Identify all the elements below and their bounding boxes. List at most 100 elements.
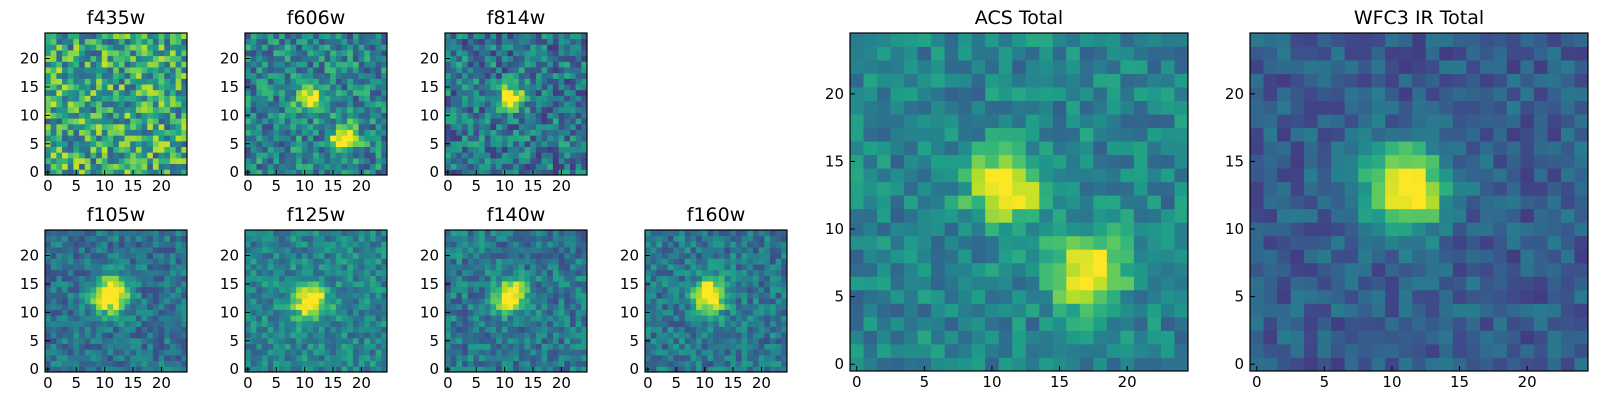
heatmap-cells (445, 33, 588, 176)
heatmap-cell (679, 298, 686, 305)
heatmap-cell (84, 55, 91, 62)
heatmap-cell (741, 332, 748, 339)
heatmap-cell (1039, 343, 1054, 358)
heatmap-cell (890, 303, 905, 318)
heatmap-cell (284, 67, 291, 74)
heatmap-cell (101, 89, 108, 96)
heatmap-cell (473, 269, 480, 276)
heatmap-cell (358, 286, 365, 293)
heatmap-cell (250, 44, 257, 51)
heatmap-cell (62, 84, 69, 91)
heatmap-cell (917, 168, 932, 183)
heatmap-cell (45, 275, 52, 282)
heatmap-cell (667, 309, 674, 316)
heatmap-cell (552, 163, 559, 170)
heatmap-cell (450, 89, 457, 96)
heatmap-cell (501, 152, 508, 159)
heatmap-cell (552, 252, 559, 259)
heatmap-cell (262, 33, 269, 40)
heatmap-cell (335, 303, 342, 310)
heatmap-cell (107, 72, 114, 79)
heatmap-cell (84, 326, 91, 333)
heatmap-cell (564, 152, 571, 159)
heatmap-cell (758, 275, 765, 282)
heatmap-cell (1012, 343, 1027, 358)
heatmap-cell (152, 44, 159, 51)
heatmap-cell (262, 135, 269, 142)
heatmap-cell (335, 252, 342, 259)
heatmap-cell (998, 222, 1013, 237)
heatmap-cell (541, 129, 548, 136)
heatmap-cell (547, 146, 554, 153)
heatmap-cell (313, 78, 320, 85)
heatmap-cell (84, 247, 91, 254)
heatmap-cell (467, 269, 474, 276)
heatmap-cell (718, 286, 725, 293)
heatmap-cell (130, 135, 137, 142)
heatmap-cell (164, 140, 171, 147)
heatmap-cell (581, 112, 588, 119)
heatmap-cell (101, 343, 108, 350)
heatmap-cell (67, 123, 74, 130)
heatmap-cell (931, 208, 946, 223)
heatmap-cell (256, 269, 263, 276)
heatmap-cell (262, 89, 269, 96)
heatmap-cell (490, 320, 497, 327)
heatmap-cell (375, 298, 382, 305)
heatmap-cell (547, 252, 554, 259)
heatmap-cell (158, 309, 165, 316)
heatmap-cell (50, 303, 57, 310)
heatmap-cell (741, 326, 748, 333)
heatmap-cell (381, 258, 388, 265)
heatmap-cell (971, 316, 986, 331)
heatmap-cell (318, 118, 325, 125)
heatmap-cell (513, 354, 520, 362)
heatmap-cell (290, 269, 297, 276)
heatmap-cell (164, 61, 171, 68)
heatmap-cell (684, 337, 691, 344)
heatmap-cell (335, 354, 342, 362)
heatmap-cell (450, 264, 457, 271)
heatmap-cell (479, 241, 486, 248)
heatmap-cell (307, 112, 314, 119)
heatmap-cell (50, 163, 57, 170)
heatmap-cell (101, 152, 108, 159)
heatmap-cell (73, 354, 80, 362)
heatmap-cell (90, 366, 97, 373)
heatmap-cell (581, 326, 588, 333)
heatmap-cell (324, 337, 331, 344)
heatmap-cell (181, 247, 188, 254)
heatmap-cell (330, 112, 337, 119)
y-tick-label: 0 (429, 163, 439, 181)
heatmap-cell (158, 281, 165, 288)
heatmap-cell (769, 354, 777, 362)
heatmap-cell (575, 366, 582, 373)
heatmap-cell (863, 303, 878, 318)
heatmap-cell (679, 230, 686, 237)
heatmap-cell (747, 303, 754, 310)
heatmap-cell (101, 269, 108, 276)
heatmap-cell (56, 44, 63, 51)
heatmap-cell (741, 298, 748, 305)
heatmap-cell (147, 106, 154, 113)
heatmap-cell (518, 89, 525, 96)
heatmap-cell (347, 366, 354, 373)
heatmap-cell (656, 252, 663, 259)
heatmap-cell (369, 286, 377, 293)
heatmap-cell (541, 303, 548, 310)
heatmap-cell (267, 84, 274, 91)
heatmap-cell (358, 292, 365, 299)
heatmap-cell (713, 247, 720, 254)
heatmap-cell (696, 326, 703, 333)
heatmap-cell (507, 315, 514, 322)
heatmap-cell (541, 349, 548, 356)
heatmap-cell (175, 169, 182, 176)
heatmap-cell (1133, 195, 1148, 210)
heatmap-cell (445, 101, 452, 108)
heatmap-cell (484, 89, 491, 96)
heatmap-cell (877, 141, 891, 156)
heatmap-cell (467, 38, 474, 45)
heatmap-cell (547, 247, 554, 254)
heatmap-cell (524, 140, 531, 147)
heatmap-cell (690, 292, 697, 299)
